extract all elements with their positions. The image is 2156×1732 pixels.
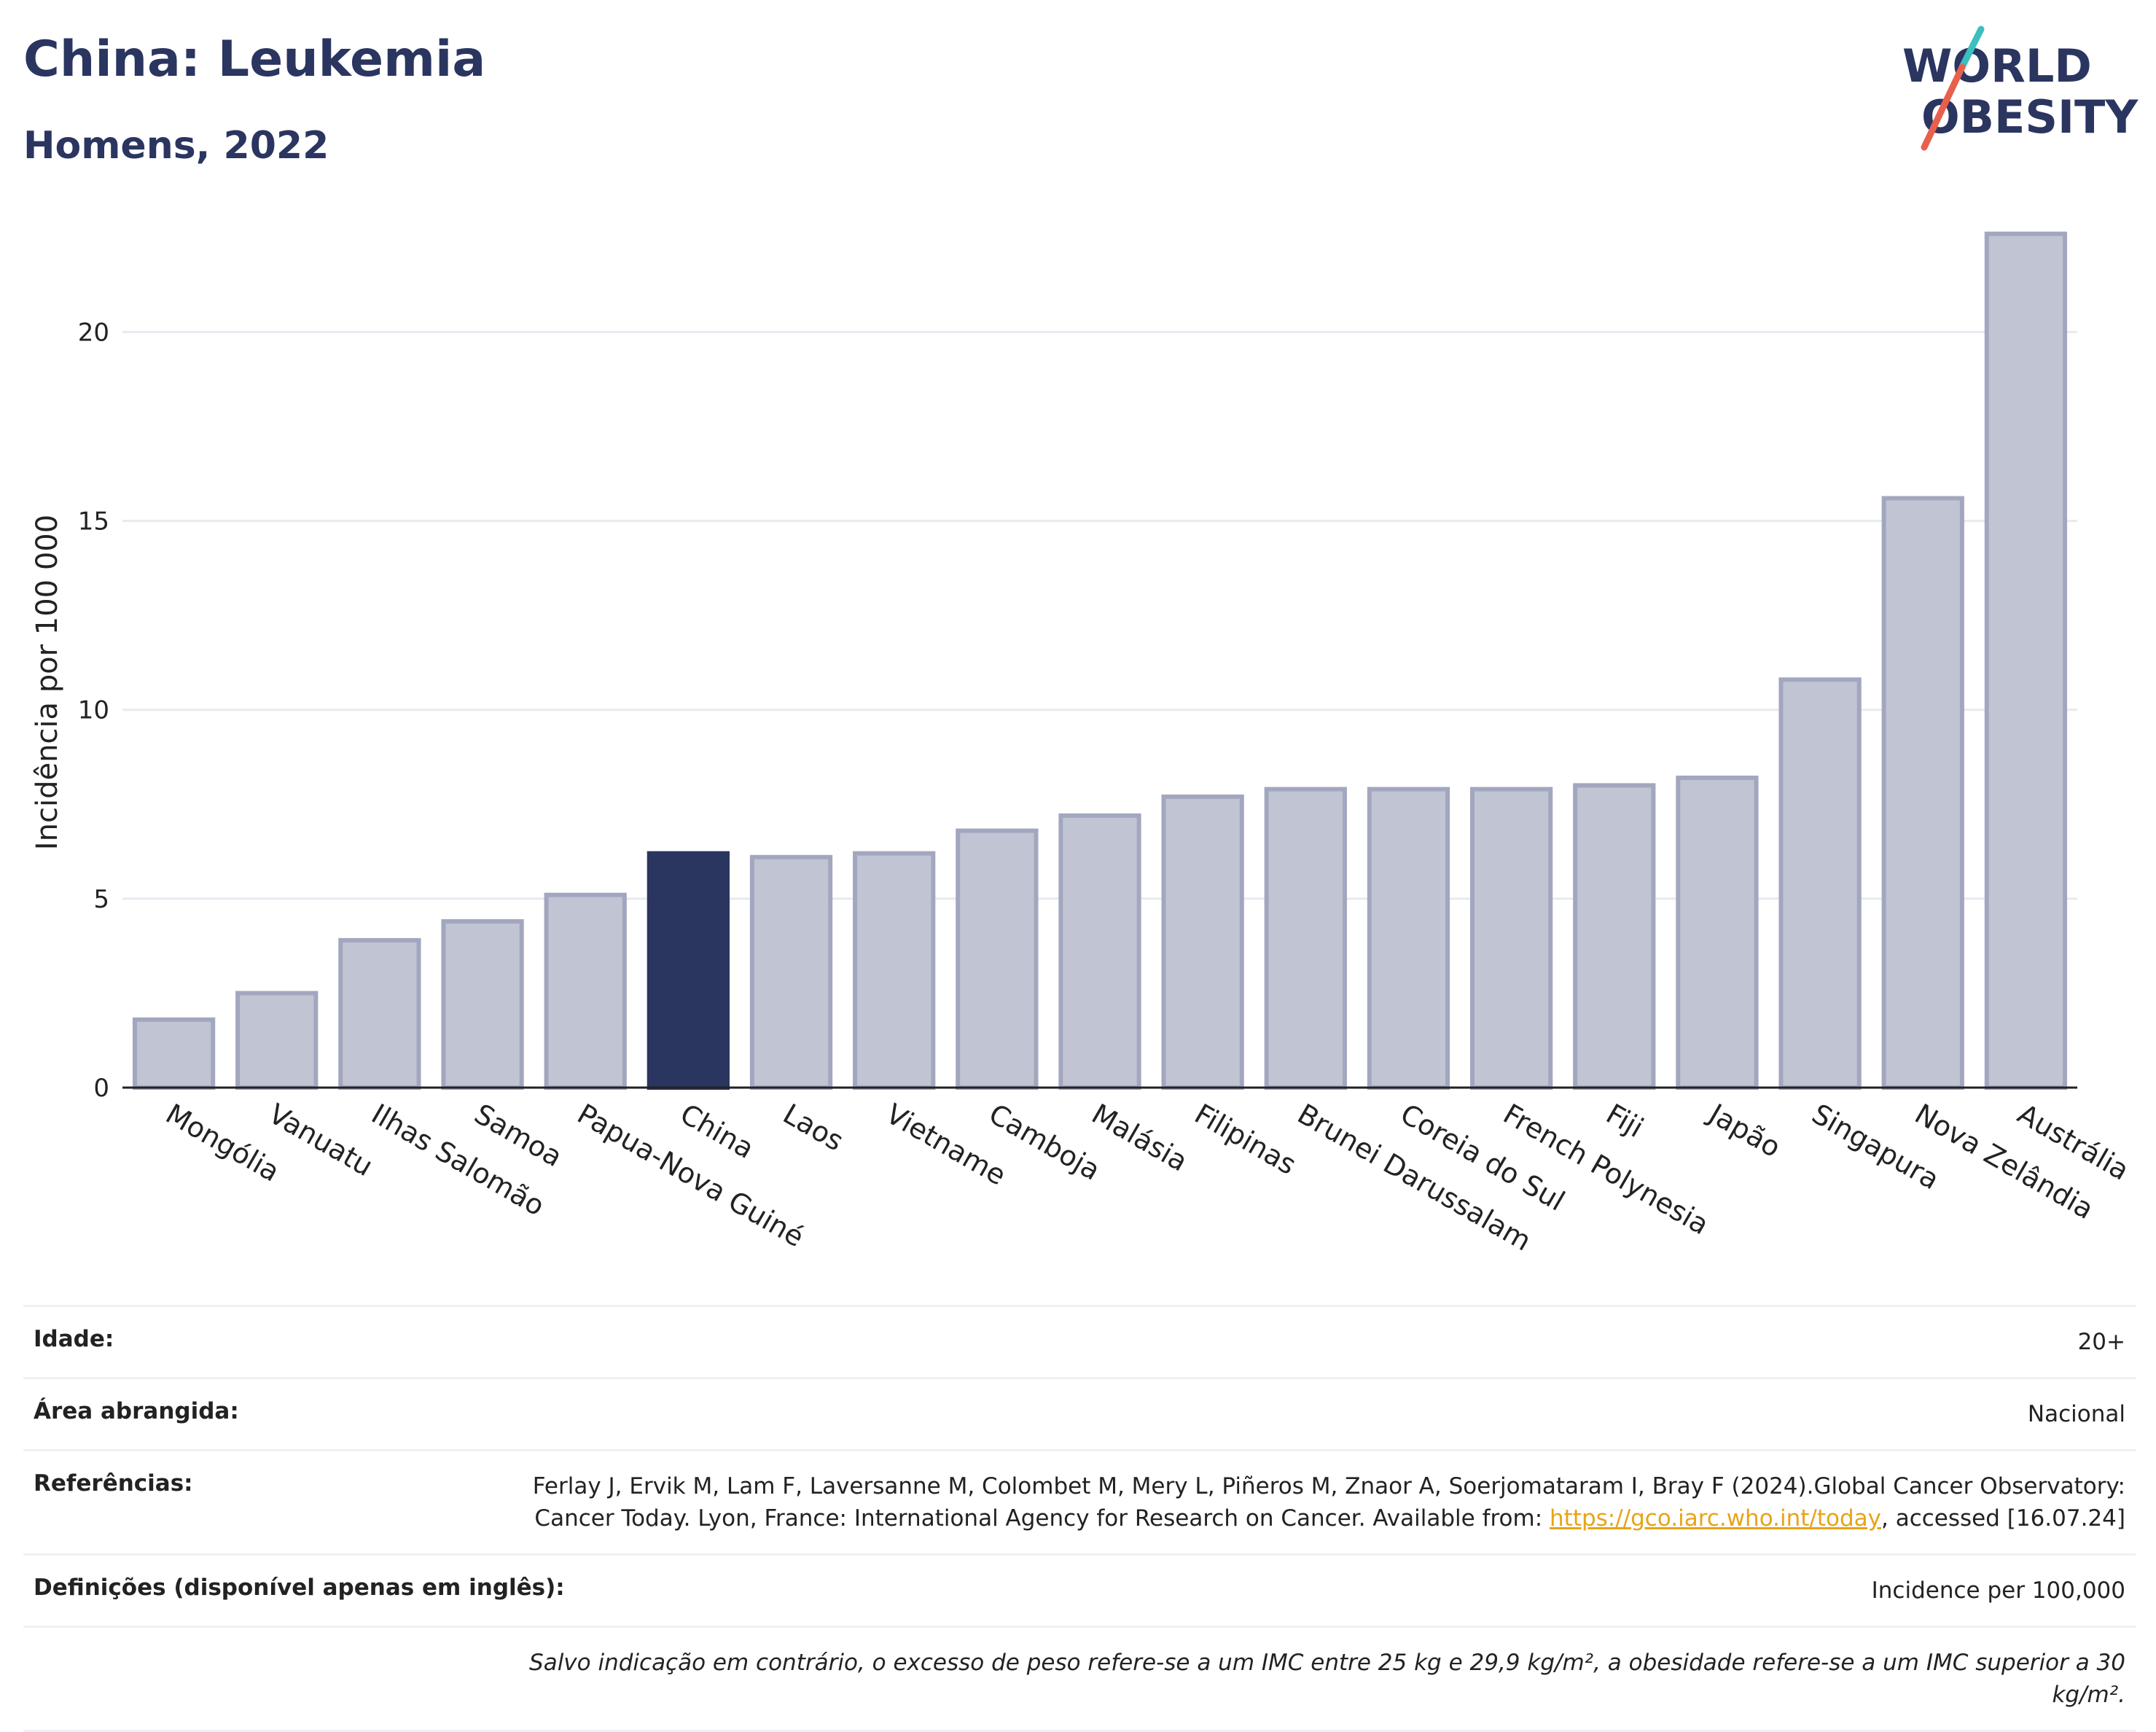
x-tick-label: Ilhas Salomão [366,1098,550,1222]
bar [1469,787,1553,1090]
table-row-definitions: Definições (disponível apenas em inglês)… [23,1553,2136,1626]
references-value: Ferlay J, Ervik M, Lam F, Laversanne M, … [485,1470,2125,1534]
bar [441,918,524,1090]
chart-title: China: Leukemia [23,31,486,88]
metadata-table: Idade: 20+ Área abrangida: Nacional Refe… [23,1305,2136,1732]
references-link[interactable]: https://gco.iarc.who.int/today [1550,1505,1881,1532]
y-tick-label: 0 [93,1074,109,1103]
logo-line-obesity: OBESITY [1921,90,2139,144]
bar [749,854,833,1090]
logo-slash-red [1921,63,1966,151]
age-value: 20+ [2077,1329,2125,1355]
x-tick-label: Malásia [1087,1098,1193,1178]
bar [956,828,1039,1091]
definitions-value: Incidence per 100,000 [1871,1577,2125,1604]
bar [853,851,936,1090]
y-tick-label: 20 [78,318,109,347]
y-tick-label: 5 [93,885,109,914]
chart-subtitle: Homens, 2022 [23,124,329,168]
bar [1367,787,1450,1090]
y-tick-label: 15 [78,507,109,537]
table-row-note: Salvo indicação em contrário, o excesso … [23,1626,2136,1732]
x-tick-label: Japão [1703,1097,1786,1164]
references-text: Ferlay J, Ervik M, Lam F, Laversanne M, … [532,1473,2125,1532]
table-row-references: Referências: Ferlay J, Ervik M, Lam F, L… [23,1449,2136,1553]
bar [1161,794,1244,1090]
x-tick-label: Fiji [1601,1098,1649,1144]
bar [1676,776,1759,1091]
area-label: Área abrangida: [34,1398,239,1424]
references-label: Referências: [34,1470,193,1497]
bar [1264,787,1347,1090]
bar [1573,783,1656,1091]
y-axis-title: Incidência por 100 000 [31,515,64,850]
logo-slash-teal [1958,26,1985,71]
x-tick-label: Mongólia [160,1098,285,1188]
bar [1058,813,1141,1090]
area-value: Nacional [2027,1401,2125,1427]
bar [132,1017,216,1090]
bar [647,851,730,1090]
bar [338,937,421,1091]
bar [1778,677,1862,1090]
definitions-label: Definições (disponível apenas em inglês)… [34,1575,565,1601]
table-row-area: Área abrangida: Nacional [23,1377,2136,1449]
x-tick-label: Laos [778,1098,849,1158]
world-obesity-logo: WORLD OBESITY [1902,26,2139,151]
bar [235,991,319,1091]
references-text-after: , accessed [16.07.24] [1880,1505,2125,1532]
x-tick-label: Nova Zelândia [1910,1098,2099,1226]
age-label: Idade: [34,1326,114,1352]
x-tick-label: Vanuatu [263,1098,378,1182]
x-tick-label: Filipinas [1190,1098,1302,1181]
y-tick-label: 10 [78,696,109,725]
bars [132,231,2068,1091]
bar [544,892,627,1091]
logo-line-world: WORLD [1902,39,2092,93]
bar [1881,496,1964,1090]
note-text: Salvo indicação em contrário, o excesso … [529,1650,2125,1708]
table-row-age: Idade: 20+ [23,1305,2136,1377]
bar [1984,231,2068,1090]
